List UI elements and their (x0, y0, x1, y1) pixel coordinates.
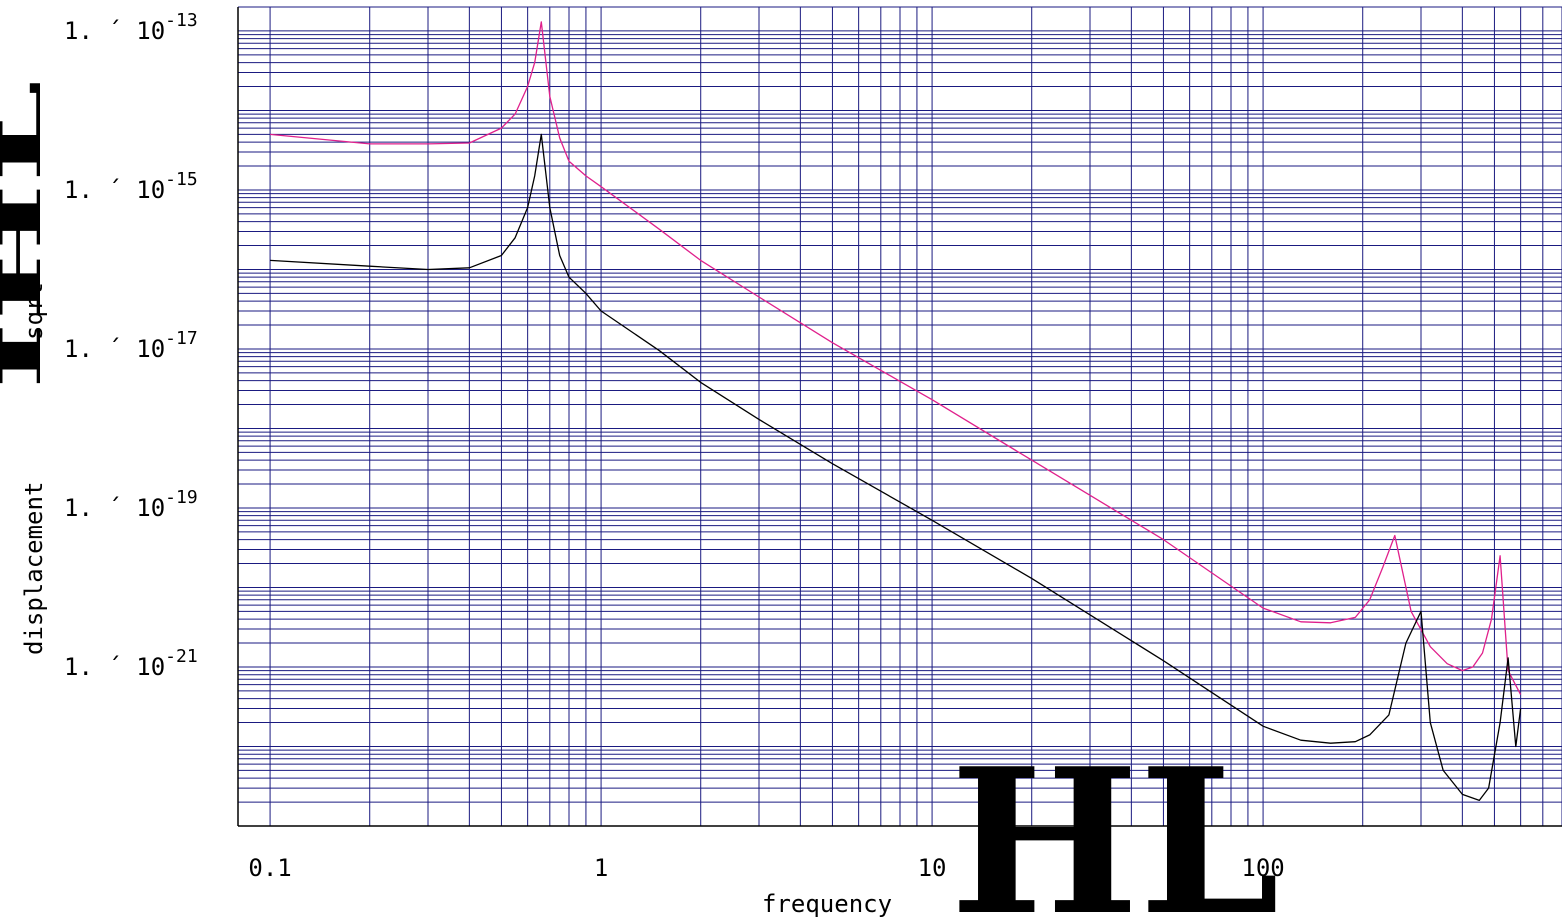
x-tick-label: 100 (1241, 854, 1284, 882)
x-tick-label: 10 (918, 854, 947, 882)
y-tick-label: 1. ´ 10-19 (64, 487, 198, 522)
y-tick-label: 1. ´ 10-21 (64, 646, 198, 681)
y-tick-label: 1. ´ 10-17 (64, 328, 198, 363)
x-tick-label: 1 (594, 854, 608, 882)
y-axis-unit-glyph: IHL (0, 80, 54, 390)
grid-layer (238, 6, 1562, 827)
series-layer (270, 21, 1522, 802)
x-tick-label: 0.1 (248, 854, 291, 882)
x-axis-unit-glyph: HL (950, 725, 1280, 922)
series-line-2 (270, 133, 1522, 802)
y-tick-label: 1. ´ 10-13 (64, 10, 198, 45)
y-axis-title: displacement (20, 482, 48, 655)
y-axis-unit-fragment: sqrt (20, 282, 48, 340)
axes-layer (237, 7, 1562, 827)
y-tick-label: 1. ´ 10-15 (64, 169, 198, 204)
x-axis-title: frequency (762, 890, 892, 918)
series-line-1 (270, 21, 1522, 695)
